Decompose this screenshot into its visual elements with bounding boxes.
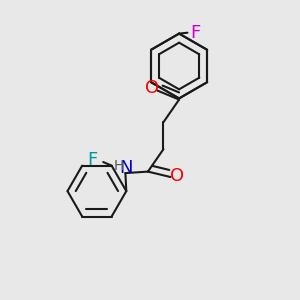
Text: N: N: [119, 159, 133, 177]
Text: F: F: [87, 151, 97, 169]
Text: F: F: [190, 24, 201, 42]
Text: O: O: [170, 167, 184, 185]
Text: H: H: [114, 159, 124, 173]
Text: O: O: [145, 79, 159, 97]
